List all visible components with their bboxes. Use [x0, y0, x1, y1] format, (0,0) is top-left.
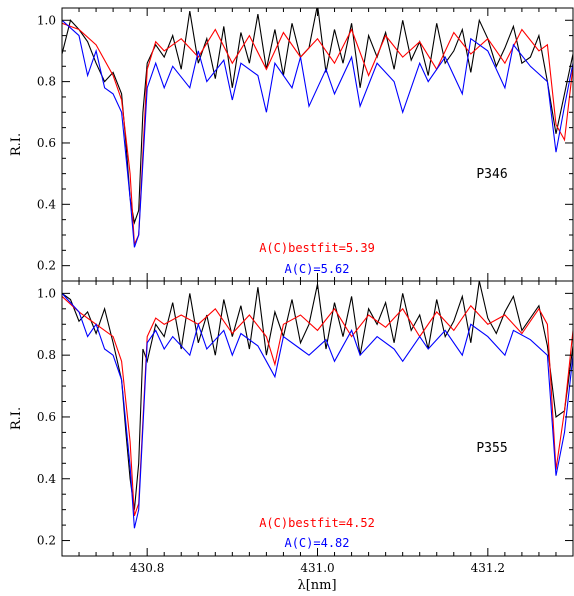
alt-abundance-annotation: A(C)=5.62: [284, 262, 349, 276]
panel-label: P346: [476, 167, 507, 182]
y-tick-label: 0.2: [37, 534, 56, 548]
y-tick-label: 0.2: [37, 259, 56, 273]
x-tick-label: 430.8: [130, 561, 164, 575]
alt-model-line: [62, 19, 573, 248]
observed-spectrum-line: [62, 281, 573, 510]
y-axis-title: R.I.: [9, 133, 24, 156]
bestfit-annotation: A(C)bestfit=4.52: [259, 516, 375, 530]
bottom-panel-p355: 0.2 0.4 0.6 0.8 1.0 430.8 431.0 431.2 R.I. P355 A(…: [9, 280, 574, 575]
y-tick-label: 0.8: [37, 75, 56, 89]
y-tick-label: 0.4: [37, 197, 56, 211]
bestfit-annotation: A(C)bestfit=5.39: [259, 241, 375, 255]
alt-abundance-annotation: A(C)=4.82: [284, 536, 349, 550]
alt-model-line: [62, 293, 573, 529]
y-tick-label: 0.8: [37, 348, 56, 362]
y-tick-label: 0.4: [37, 472, 56, 486]
y-tick-label: 1.0: [37, 13, 56, 27]
panel-label: P355: [476, 441, 507, 456]
series-group: [62, 8, 573, 248]
bestfit-model-line: [62, 295, 573, 516]
y-tick-label: 0.6: [37, 410, 56, 424]
plot-frame: [61, 280, 574, 557]
y-tick-label: 1.0: [37, 286, 56, 300]
series-group: [62, 281, 573, 529]
x-tick-label: 431.2: [471, 561, 505, 575]
x-tick-label: 431.0: [300, 561, 334, 575]
y-tick-label: 0.6: [37, 136, 56, 150]
x-axis-title: λ[nm]: [297, 578, 336, 593]
top-panel-p346: 0.2 0.4 0.6 0.8 1.0 R.I. P346 A(C)bestfit=5.39 A…: [9, 7, 574, 282]
y-axis-title: R.I.: [9, 407, 24, 430]
observed-spectrum-line: [62, 8, 573, 225]
